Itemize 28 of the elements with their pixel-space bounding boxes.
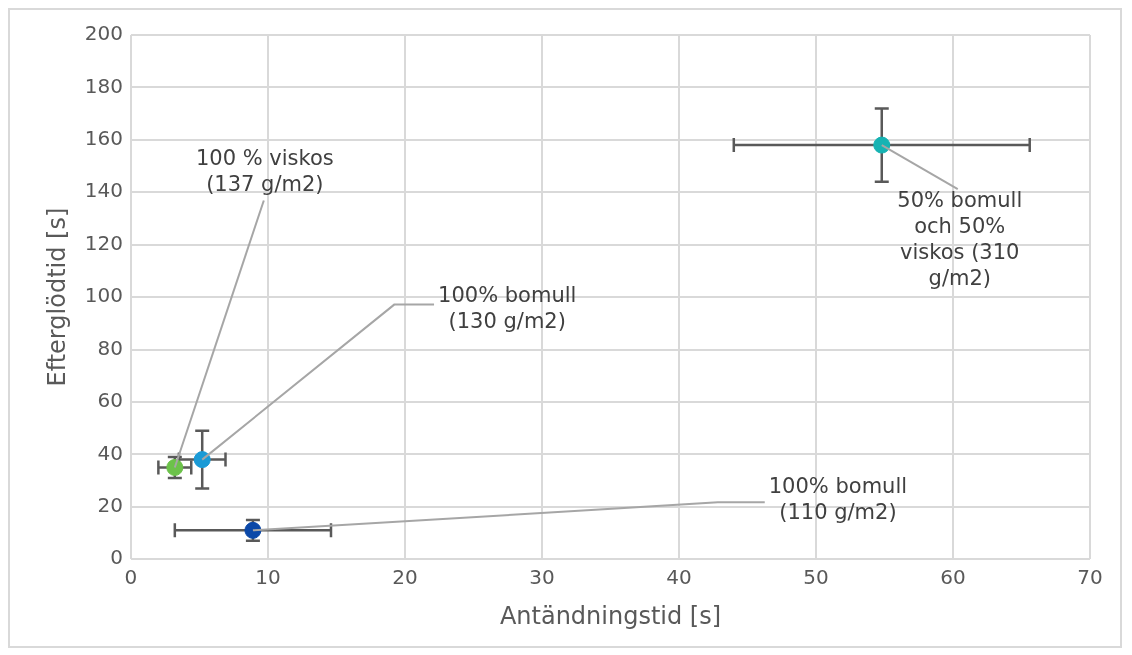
point: [244, 521, 262, 539]
y-tick-label: 180: [84, 73, 123, 98]
y-tick-label: 160: [84, 126, 123, 151]
y-tick-label: 200: [84, 21, 123, 46]
annotation: 100% bomull (130 g/m2): [438, 283, 577, 334]
y-axis-title: Efterglödtid [s]: [42, 207, 71, 387]
y-tick-label: 0: [110, 545, 123, 570]
y-tick-label: 120: [84, 230, 123, 255]
y-tick-label: 80: [97, 335, 123, 360]
y-tick-label: 140: [84, 178, 123, 203]
annotation: 100% bomull (110 g/m2): [768, 473, 908, 524]
y-tick-label: 100: [84, 283, 123, 308]
x-tick-label: 30: [529, 565, 555, 590]
x-axis-title: Antändningstid [s]: [499, 601, 722, 630]
x-tick-label: 40: [666, 565, 692, 590]
y-tick-label: 20: [97, 492, 123, 517]
annotation: 100 % viskos (137 g/m2): [195, 145, 334, 196]
point: [166, 458, 184, 476]
y-tick-label: 60: [97, 388, 123, 413]
x-tick-label: 10: [255, 565, 281, 590]
x-tick-label: 20: [392, 565, 418, 590]
x-tick-label: 60: [940, 565, 966, 590]
point: [193, 451, 211, 469]
annotation: 50% bomull och 50% viskos (310 g/m2): [897, 187, 1023, 290]
y-tick-label: 40: [97, 440, 123, 465]
point: [873, 136, 891, 154]
x-tick-label: 70: [1077, 565, 1103, 590]
x-tick-label: 50: [803, 565, 829, 590]
